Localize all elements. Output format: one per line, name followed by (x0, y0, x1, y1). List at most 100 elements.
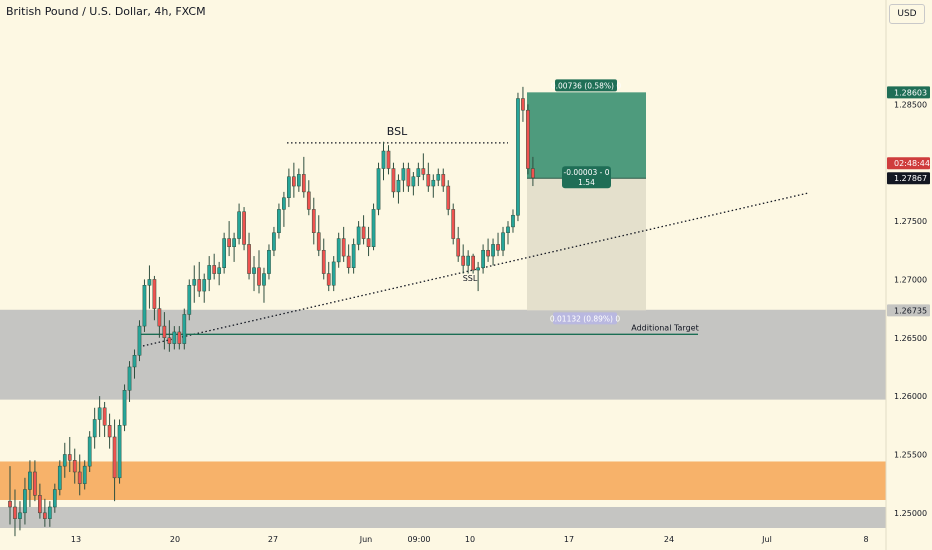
candle-body (132, 355, 137, 368)
candle-body (336, 238, 341, 263)
candle-body (207, 265, 212, 280)
candle-body (526, 109, 530, 169)
candle-body (67, 454, 72, 461)
stop-label-text: 0.01132 (0.89%) 0 (550, 314, 620, 323)
candle-body (187, 285, 192, 315)
candle-body (247, 244, 251, 274)
candle-body (47, 506, 52, 519)
candle-body (8, 500, 12, 508)
time-tick-label: 24 (664, 535, 674, 544)
time-tick-label: 13 (71, 535, 81, 544)
candle-body (137, 325, 142, 356)
candle-body (252, 267, 256, 274)
time-tick-label: Jun (359, 535, 373, 544)
target-price-tag: 1.28603 (887, 86, 930, 99)
time-tick-label: 10 (465, 535, 475, 544)
candle-body (521, 98, 525, 111)
candle-body (346, 255, 351, 268)
candle-body (177, 331, 182, 344)
countdown-tag: 02:48:44 (887, 157, 930, 170)
candle-body (192, 279, 197, 286)
candle-body (361, 226, 366, 239)
time-tick-label: 17 (564, 535, 574, 544)
currency-button[interactable]: USD (889, 4, 925, 24)
candle-body (172, 331, 177, 344)
time-tick-label: Jul (761, 535, 772, 544)
candle-body (481, 249, 485, 268)
candle-body (43, 512, 47, 519)
gray-zone-upper (0, 309, 886, 400)
price-axis[interactable]: 1.25000 1.25500 1.26000 1.26500 1.27000 1.275… (885, 0, 932, 550)
candle-body (436, 174, 441, 181)
ssl-label: SSL (463, 274, 478, 283)
entry-label-line1: -0.00003 - 0 (564, 168, 610, 177)
candle-body (531, 168, 535, 179)
candle-body (401, 168, 406, 181)
candle-body (217, 267, 222, 274)
candle-body (267, 249, 271, 274)
candle-body (511, 214, 515, 228)
bsl-label: BSL (387, 125, 408, 138)
candle-body (87, 436, 92, 467)
candle-body (306, 191, 311, 210)
candle-body (381, 150, 386, 169)
candle-body (466, 255, 471, 266)
candles-layer (8, 86, 535, 537)
candle-body (202, 279, 207, 292)
candle-body (341, 238, 346, 257)
zone-top-tag: 1.26735 (887, 304, 930, 317)
last-price-tag-bg (887, 172, 930, 185)
candle-body (431, 179, 436, 187)
candle-body (167, 337, 172, 344)
candle-body (456, 238, 461, 257)
countdown-tag-text: 02:48:44 (894, 159, 930, 168)
time-axis[interactable]: 13 20 27 Jun 09:00 10 17 24 Jul 8 (71, 535, 869, 544)
entry-label: -0.00003 - 01.54 (562, 166, 611, 189)
price-tick-label: 1.25500 (894, 450, 927, 459)
candle-body (182, 314, 187, 344)
target-label-text: 0.00736 (0.58%) 0 (551, 81, 621, 90)
candle-body (237, 211, 241, 239)
target-price-tag-text: 1.28603 (894, 88, 927, 97)
gray-zone-lower (0, 506, 886, 528)
candle-body (451, 209, 456, 239)
candle-body (257, 267, 261, 286)
stop-zone (527, 178, 646, 311)
orange-zone (0, 461, 886, 500)
last-price-tag-text: 1.27867 (894, 174, 927, 183)
entry-label-line2: 1.54 (578, 178, 595, 187)
zones-layer (0, 309, 886, 528)
candle-body (82, 465, 87, 484)
price-tick-label: 1.27500 (894, 217, 927, 226)
candle-body (501, 232, 505, 251)
candle-body (197, 279, 202, 292)
time-tick-label: 09:00 (407, 535, 430, 544)
candle-body (38, 495, 42, 514)
candle-body (371, 209, 376, 247)
candle-body (446, 185, 451, 210)
candle-body (282, 197, 286, 210)
candle-body (127, 366, 132, 391)
profit-zone (527, 92, 646, 179)
candle-body (461, 255, 466, 266)
drawn-lines-layer: BSL SSL Additional Target (141, 125, 809, 347)
candle-body (212, 265, 217, 274)
price-tags: 1.28603 02:48:44 1.27867 1.26735 (887, 86, 930, 317)
position-tool[interactable]: 0.00736 (0.58%) 0 -0.00003 - 01.54 0.01132… (527, 79, 646, 325)
candle-body (506, 226, 510, 233)
chart-title: British Pound / U.S. Dollar, 4h, FXCM (6, 5, 206, 18)
candle-body (152, 279, 157, 309)
entry-label-bg (562, 166, 611, 189)
candle-body (57, 465, 62, 490)
candle-body (97, 407, 102, 420)
candle-body (321, 249, 326, 274)
price-tick-label: 1.26000 (894, 392, 927, 401)
candle-body (331, 261, 336, 286)
candle-body (222, 238, 226, 268)
candle-body (18, 512, 22, 519)
candle-body (232, 238, 236, 247)
candle-body (301, 174, 306, 193)
candle-body (351, 244, 356, 268)
candle-body (147, 279, 152, 286)
